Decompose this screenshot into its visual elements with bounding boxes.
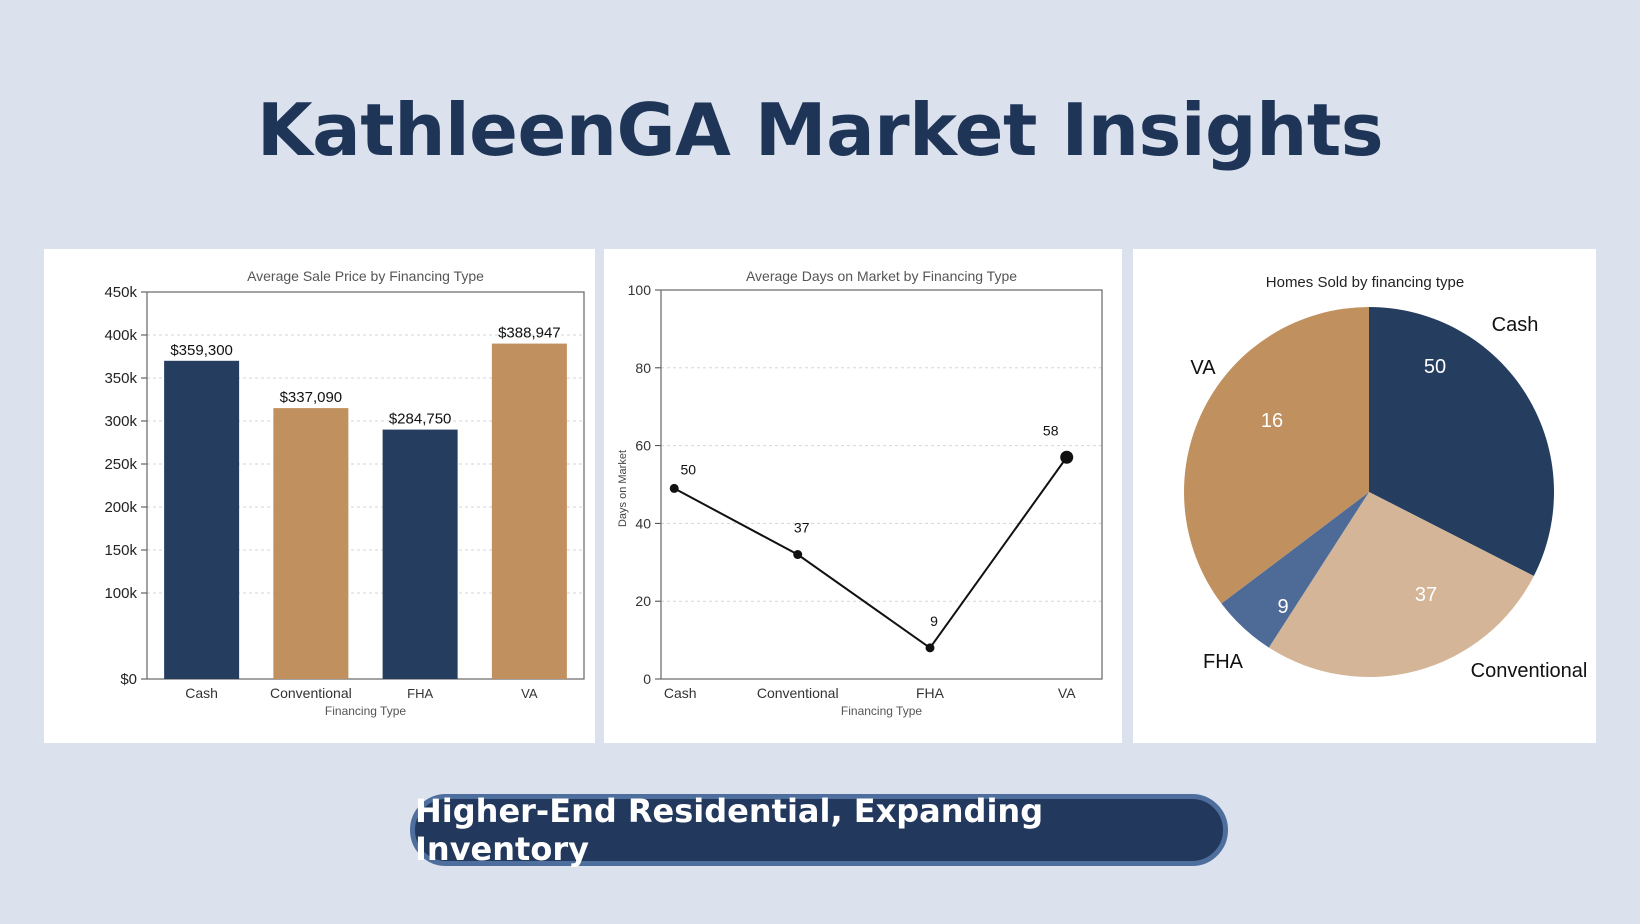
slice-value-label: 37 [1415, 584, 1437, 606]
y-tick-label: 100k [104, 585, 137, 602]
tagline-banner: Higher-End Residential, Expanding Invent… [410, 792, 1228, 868]
x-tick-label: FHA [407, 686, 433, 701]
bar-chart: Average Sale Price by Financing Type $0 10… [104, 268, 585, 718]
data-label: $284,750 [389, 411, 452, 428]
x-tick-label: Cash [664, 685, 697, 701]
y-tick-label: 60 [635, 438, 651, 454]
data-label: 50 [680, 461, 696, 477]
x-tick-label: Conventional [270, 685, 352, 701]
chart-title: Average Days on Market by Financing Type [746, 268, 1017, 284]
series-line [673, 456, 1068, 650]
chart-title: Average Sale Price by Financing Type [247, 268, 484, 284]
slice-category-label: FHA [1203, 651, 1244, 673]
data-point [925, 643, 935, 653]
y-tick-label: 100 [628, 282, 652, 298]
y-tick-label: 350k [104, 370, 137, 387]
data-label: 9 [930, 613, 938, 629]
data-label: 58 [1043, 422, 1059, 438]
slice-category-label: VA [1190, 357, 1216, 379]
bar [382, 429, 458, 679]
y-tick-label: 20 [635, 593, 651, 609]
pie-chart-panel: Homes Sold by financing type 50 Cash 37 Conv… [1133, 249, 1596, 743]
pie-slice [1184, 307, 1369, 604]
data-point [1060, 450, 1074, 464]
y-tick-label: 250k [104, 456, 137, 473]
y-tick-label: 80 [635, 360, 651, 376]
x-tick-label: Conventional [757, 685, 839, 701]
data-point [669, 483, 679, 493]
plot-frame [146, 291, 585, 680]
bar [273, 408, 349, 679]
slice-value-label: 16 [1261, 410, 1283, 432]
bar-chart-panel: Average Sale Price by Financing Type $0 10… [44, 249, 595, 743]
bar [164, 360, 240, 679]
pie-slice [1369, 307, 1554, 576]
y-tick-label: 0 [643, 671, 651, 687]
y-tick-label: 300k [104, 413, 137, 430]
y-axis-label: Days on Market [617, 450, 629, 527]
x-tick-label: FHA [916, 685, 945, 701]
pie-slice [1268, 492, 1534, 677]
line-chart-panel: Average Days on Market by Financing Type… [604, 249, 1122, 743]
data-label: $359,300 [170, 342, 233, 359]
y-tick-label: 40 [635, 515, 651, 531]
y-tick-label: $0 [120, 671, 137, 688]
bar [491, 343, 567, 679]
line-chart: Average Days on Market by Financing Type… [617, 268, 1103, 718]
x-axis-label: Financing Type [325, 704, 406, 718]
data-point [793, 550, 803, 560]
x-axis-label: Financing Type [841, 704, 922, 718]
page-title: KathleenGA Market Insights [256, 88, 1384, 172]
x-tick-label: Cash [185, 685, 218, 701]
pie-chart: Homes Sold by financing type 50 Cash 37 Conv… [1184, 274, 1588, 682]
slice-value-label: 9 [1277, 596, 1288, 618]
y-tick-label: 400k [104, 327, 137, 344]
plot-frame [660, 289, 1103, 680]
slice-category-label: Cash [1492, 314, 1539, 336]
y-tick-label: 200k [104, 499, 137, 516]
slice-value-label: 50 [1424, 356, 1446, 378]
y-tick-label: 450k [104, 284, 137, 301]
data-label: $388,947 [498, 325, 561, 342]
data-label: $337,090 [280, 389, 343, 406]
data-label: 37 [794, 520, 810, 536]
x-tick-label: VA [1058, 685, 1076, 701]
slice-category-label: Conventional [1471, 660, 1588, 682]
x-tick-label: VA [521, 686, 538, 701]
pie-slice [1221, 492, 1369, 648]
chart-title: Homes Sold by financing type [1266, 274, 1464, 291]
y-tick-label: 150k [104, 542, 137, 559]
